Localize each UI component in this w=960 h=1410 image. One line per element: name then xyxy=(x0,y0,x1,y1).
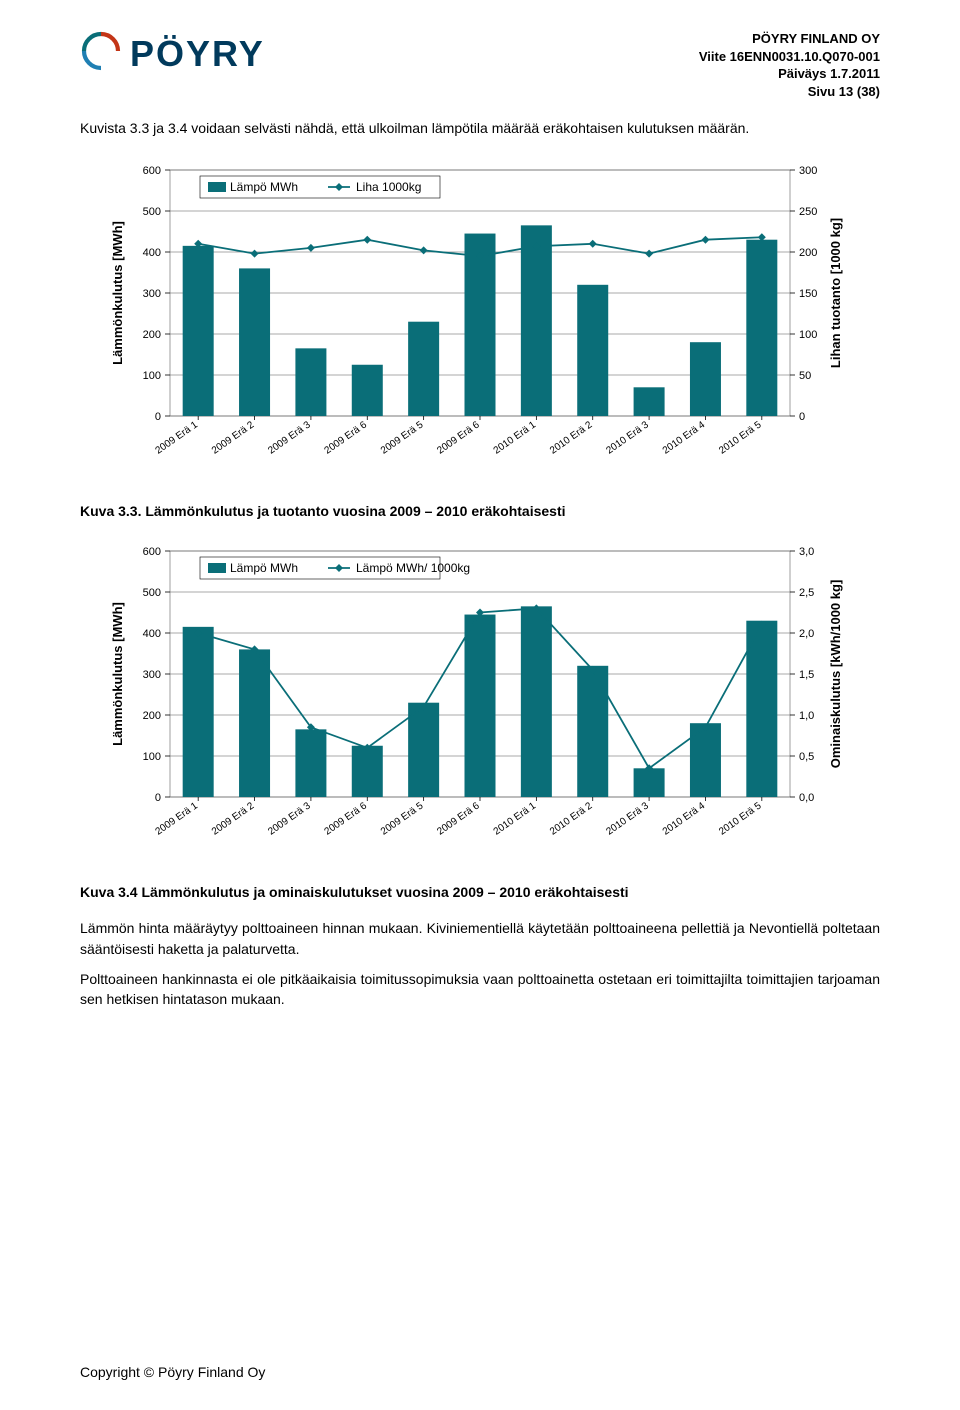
svg-text:300: 300 xyxy=(799,165,817,177)
svg-text:Lämmönkulutus [MWh]: Lämmönkulutus [MWh] xyxy=(110,222,125,366)
svg-text:Ominaiskulutus [kWh/1000 kg]: Ominaiskulutus [kWh/1000 kg] xyxy=(828,580,843,769)
header-company: PÖYRY FINLAND OY xyxy=(699,30,880,48)
svg-text:100: 100 xyxy=(799,329,817,341)
svg-text:200: 200 xyxy=(799,247,817,259)
page-footer: Copyright © Pöyry Finland Oy xyxy=(80,1364,265,1380)
svg-text:150: 150 xyxy=(799,288,817,300)
svg-text:2010 Erä 4: 2010 Erä 4 xyxy=(661,420,708,457)
svg-text:2010 Erä 5: 2010 Erä 5 xyxy=(717,801,764,838)
svg-text:0,5: 0,5 xyxy=(799,751,814,763)
svg-text:2010 Erä 2: 2010 Erä 2 xyxy=(548,801,595,838)
logo-icon xyxy=(80,30,122,77)
svg-text:500: 500 xyxy=(143,587,161,599)
svg-text:2009 Erä 3: 2009 Erä 3 xyxy=(266,420,313,457)
svg-text:2009 Erä 6: 2009 Erä 6 xyxy=(323,420,370,457)
svg-text:2,5: 2,5 xyxy=(799,587,814,599)
svg-text:200: 200 xyxy=(143,329,161,341)
svg-text:Lämpö MWh: Lämpö MWh xyxy=(230,561,298,575)
svg-text:2010 Erä 1: 2010 Erä 1 xyxy=(492,801,539,838)
svg-text:300: 300 xyxy=(143,288,161,300)
page-header: PÖYRY PÖYRY FINLAND OY Viite 16ENN0031.1… xyxy=(80,30,880,100)
svg-text:Lihan tuotanto [1000 kg]: Lihan tuotanto [1000 kg] xyxy=(828,218,843,368)
svg-text:Lämmönkulutus [MWh]: Lämmönkulutus [MWh] xyxy=(110,603,125,747)
svg-text:2010 Erä 1: 2010 Erä 1 xyxy=(492,420,539,457)
svg-text:2010 Erä 3: 2010 Erä 3 xyxy=(604,420,651,457)
svg-text:2010 Erä 2: 2010 Erä 2 xyxy=(548,420,595,457)
svg-text:50: 50 xyxy=(799,370,811,382)
paragraph-2: Lämmön hinta määräytyy polttoaineen hinn… xyxy=(80,918,880,959)
svg-text:2010 Erä 5: 2010 Erä 5 xyxy=(717,420,764,457)
svg-text:0: 0 xyxy=(799,411,805,423)
svg-text:2009 Erä 1: 2009 Erä 1 xyxy=(154,420,201,457)
svg-text:2009 Erä 1: 2009 Erä 1 xyxy=(154,801,201,838)
svg-text:Liha 1000kg: Liha 1000kg xyxy=(356,180,421,194)
logo-text: PÖYRY xyxy=(130,33,265,75)
svg-text:2009 Erä 6: 2009 Erä 6 xyxy=(435,420,482,457)
svg-text:600: 600 xyxy=(143,165,161,177)
svg-text:2010 Erä 3: 2010 Erä 3 xyxy=(604,801,651,838)
chart-2-caption: Kuva 3.4 Lämmönkulutus ja ominaiskulutuk… xyxy=(80,884,880,900)
svg-text:2009 Erä 6: 2009 Erä 6 xyxy=(323,801,370,838)
svg-text:2009 Erä 5: 2009 Erä 5 xyxy=(379,801,426,838)
svg-text:100: 100 xyxy=(143,370,161,382)
svg-text:Lämpö MWh: Lämpö MWh xyxy=(230,180,298,194)
svg-text:600: 600 xyxy=(143,546,161,558)
svg-text:250: 250 xyxy=(799,206,817,218)
svg-text:2009 Erä 2: 2009 Erä 2 xyxy=(210,801,257,838)
svg-text:500: 500 xyxy=(143,206,161,218)
svg-text:2010 Erä 4: 2010 Erä 4 xyxy=(661,801,708,838)
svg-text:2009 Erä 2: 2009 Erä 2 xyxy=(210,420,257,457)
header-page: Sivu 13 (38) xyxy=(699,83,880,101)
svg-text:1,0: 1,0 xyxy=(799,710,814,722)
svg-text:200: 200 xyxy=(143,710,161,722)
chart-2: 0 100 200 300 400 500 600 0,0 0,5 1,0 1,5 2,0 2,5 3,0… xyxy=(100,537,860,872)
chart-1-caption: Kuva 3.3. Lämmönkulutus ja tuotanto vuos… xyxy=(80,503,880,519)
svg-text:0: 0 xyxy=(155,792,161,804)
svg-text:2,0: 2,0 xyxy=(799,628,814,640)
header-ref: Viite 16ENN0031.10.Q070-001 xyxy=(699,48,880,66)
svg-text:400: 400 xyxy=(143,247,161,259)
header-meta: PÖYRY FINLAND OY Viite 16ENN0031.10.Q070… xyxy=(699,30,880,100)
company-logo: PÖYRY xyxy=(80,30,265,77)
header-date: Päiväys 1.7.2011 xyxy=(699,65,880,83)
paragraph-3: Polttoaineen hankinnasta ei ole pitkäaik… xyxy=(80,969,880,1010)
svg-text:Lämpö MWh/ 1000kg: Lämpö MWh/ 1000kg xyxy=(356,561,470,575)
svg-text:2009 Erä 6: 2009 Erä 6 xyxy=(435,801,482,838)
svg-text:100: 100 xyxy=(143,751,161,763)
svg-text:400: 400 xyxy=(143,628,161,640)
svg-text:3,0: 3,0 xyxy=(799,546,814,558)
svg-text:2009 Erä 3: 2009 Erä 3 xyxy=(266,801,313,838)
svg-text:0,0: 0,0 xyxy=(799,792,814,804)
svg-text:300: 300 xyxy=(143,669,161,681)
svg-text:0: 0 xyxy=(155,411,161,423)
intro-paragraph: Kuvista 3.3 ja 3.4 voidaan selvästi nähd… xyxy=(80,118,880,138)
svg-text:2009 Erä 5: 2009 Erä 5 xyxy=(379,420,426,457)
svg-text:1,5: 1,5 xyxy=(799,669,814,681)
chart-1: 0 100 200 300 400 500 600 0 50 100 150 200 250 300 200… xyxy=(100,156,860,491)
